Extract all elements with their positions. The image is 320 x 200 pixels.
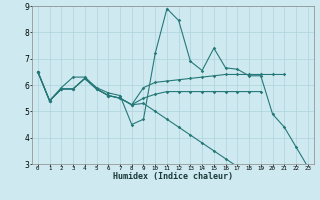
X-axis label: Humidex (Indice chaleur): Humidex (Indice chaleur)	[113, 172, 233, 181]
